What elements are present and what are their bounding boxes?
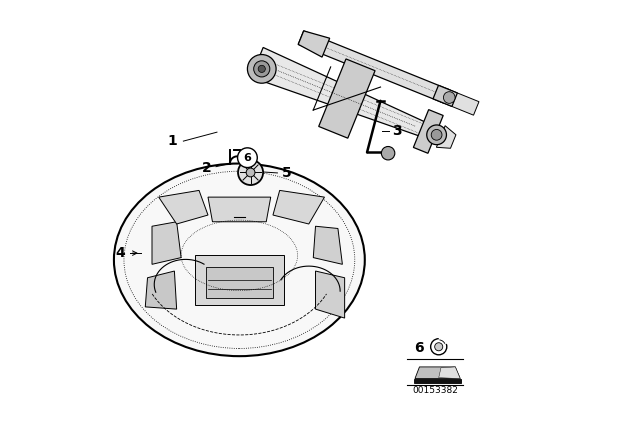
Circle shape (238, 160, 263, 185)
Polygon shape (436, 126, 456, 148)
Circle shape (435, 343, 443, 351)
Polygon shape (414, 379, 461, 383)
Polygon shape (316, 271, 344, 318)
Circle shape (258, 65, 266, 73)
Circle shape (248, 55, 276, 83)
Circle shape (427, 125, 447, 145)
Polygon shape (251, 47, 431, 138)
Polygon shape (208, 197, 271, 222)
Text: 5: 5 (282, 166, 291, 180)
Polygon shape (439, 367, 460, 379)
Polygon shape (145, 271, 177, 309)
Polygon shape (415, 367, 460, 379)
Text: 3: 3 (392, 124, 402, 138)
Text: 2: 2 (202, 161, 212, 175)
Polygon shape (206, 267, 273, 298)
Polygon shape (273, 190, 324, 224)
Circle shape (253, 61, 270, 77)
Circle shape (246, 168, 255, 177)
Text: 4: 4 (116, 246, 125, 260)
Text: 1: 1 (167, 134, 177, 148)
Circle shape (444, 92, 455, 103)
Text: 6: 6 (413, 341, 424, 355)
Circle shape (431, 129, 442, 140)
Circle shape (237, 148, 257, 168)
Polygon shape (319, 59, 375, 138)
Polygon shape (298, 31, 450, 103)
Text: 00153382: 00153382 (412, 386, 458, 395)
Circle shape (381, 146, 395, 160)
Polygon shape (413, 110, 443, 153)
Polygon shape (440, 88, 479, 115)
Polygon shape (298, 31, 330, 57)
Polygon shape (314, 226, 342, 264)
Text: 6: 6 (243, 153, 252, 163)
Polygon shape (195, 255, 284, 305)
Polygon shape (433, 85, 458, 107)
Ellipse shape (114, 164, 365, 356)
Polygon shape (152, 222, 181, 264)
Polygon shape (159, 190, 208, 224)
